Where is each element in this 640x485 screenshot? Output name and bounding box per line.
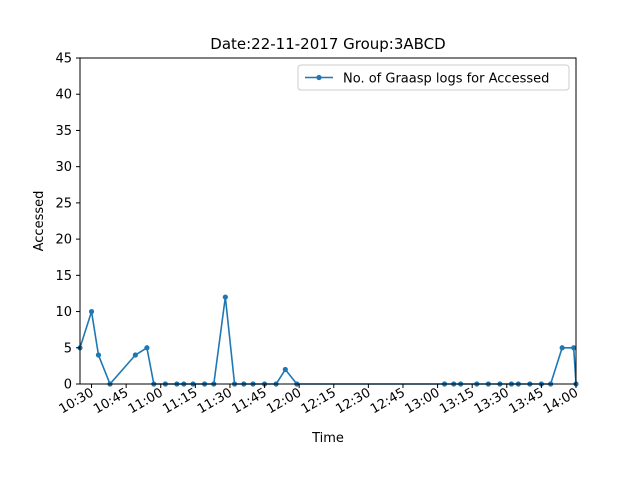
x-tick-label: 11:15	[160, 385, 200, 417]
x-tick-label: 12:00	[264, 385, 304, 417]
x-tick-label: 13:00	[403, 385, 443, 417]
data-point	[132, 352, 138, 358]
data-point	[571, 345, 577, 351]
x-tick-label: 12:15	[299, 385, 339, 417]
series-line	[79, 296, 577, 385]
y-tick-label: 35	[55, 124, 72, 139]
y-tick-label: 25	[55, 196, 72, 211]
data-point	[144, 345, 150, 351]
y-tick-label: 40	[55, 88, 72, 103]
x-tick-label: 12:30	[333, 385, 373, 417]
chart-title: Date:22-11-2017 Group:3ABCD	[210, 35, 445, 53]
legend-box	[297, 64, 570, 91]
plot-frame	[79, 57, 577, 385]
x-tick-label: 13:30	[472, 385, 512, 417]
x-tick-label: 13:15	[437, 385, 477, 417]
data-point	[282, 366, 288, 373]
x-tick-label: 13:45	[506, 385, 546, 417]
x-axis-label: Time	[311, 431, 344, 446]
legend-label: No. of Graasp logs for Accessed	[343, 72, 549, 87]
y-tick-label: 0	[64, 378, 72, 393]
y-tick-label: 15	[55, 269, 72, 284]
x-tick-label: 11:45	[230, 385, 270, 417]
x-tick-label: 10:45	[91, 385, 131, 417]
y-tick-label: 45	[55, 52, 72, 67]
y-tick-label: 30	[55, 160, 72, 175]
x-tick-label: 11:30	[195, 385, 235, 417]
y-tick-label: 20	[55, 233, 72, 248]
x-tick-label: 12:45	[368, 385, 408, 417]
data-point	[559, 345, 565, 351]
data-point	[88, 308, 95, 315]
x-tick-label: 11:00	[126, 385, 166, 417]
data-point	[222, 294, 228, 300]
data-point	[95, 352, 102, 358]
x-tick-label: 10:30	[57, 385, 97, 417]
y-axis-label: Accessed	[32, 191, 47, 252]
x-tick-label: 14:00	[541, 385, 581, 417]
y-tick-label: 5	[64, 341, 72, 356]
y-tick-label: 10	[55, 305, 72, 320]
legend-marker-swatch	[316, 74, 322, 81]
